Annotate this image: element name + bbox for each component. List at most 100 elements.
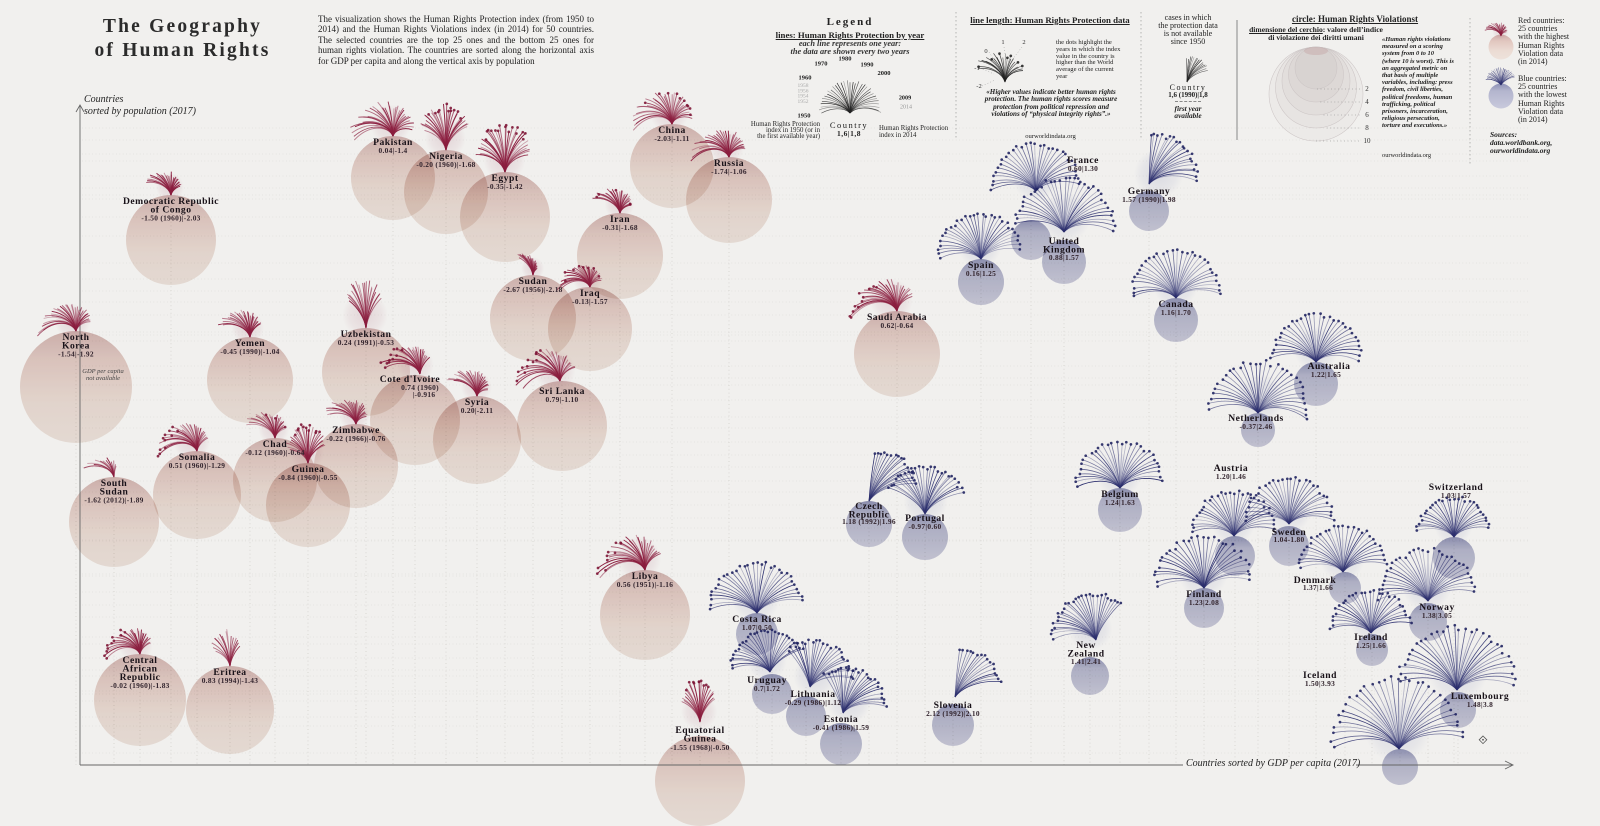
- svg-text:Netherlands: Netherlands: [1228, 413, 1284, 424]
- svg-text:African: African: [123, 664, 158, 675]
- svg-text:Estonia: Estonia: [824, 714, 858, 725]
- svg-text:1970: 1970: [815, 61, 828, 68]
- svg-text:of Congo: of Congo: [150, 205, 191, 216]
- svg-text:2000: 2000: [878, 70, 891, 77]
- svg-text:Sudan: Sudan: [519, 276, 548, 287]
- svg-text:-0.22 (1966)|-0.76: -0.22 (1966)|-0.76: [326, 434, 385, 443]
- svg-text:0.51 (1960)|-1.29: 0.51 (1960)|-1.29: [169, 461, 226, 470]
- svg-text:1.22|1.65: 1.22|1.65: [1311, 370, 1341, 379]
- svg-text:|-0.916: |-0.916: [413, 390, 436, 399]
- svg-text:-2.67 (1956)|-2.18: -2.67 (1956)|-2.18: [503, 285, 562, 294]
- svg-text:Denmark: Denmark: [1294, 575, 1337, 586]
- svg-text:-0.45 (1990)|-1.04: -0.45 (1990)|-1.04: [220, 347, 279, 356]
- svg-text:Korea: Korea: [62, 341, 90, 352]
- svg-text:France: France: [1067, 155, 1099, 166]
- svg-text:1.25|1.66: 1.25|1.66: [1356, 641, 1386, 650]
- svg-text:1950: 1950: [798, 113, 811, 120]
- svg-text:-2: -2: [976, 83, 981, 90]
- svg-text:6: 6: [1365, 111, 1369, 119]
- svg-text:1.38|3.05: 1.38|3.05: [1422, 611, 1452, 620]
- svg-text:Yemen: Yemen: [235, 338, 265, 349]
- svg-text:Iceland: Iceland: [1303, 670, 1337, 681]
- svg-text:1952: 1952: [798, 99, 809, 105]
- svg-text:Canada: Canada: [1159, 299, 1194, 310]
- svg-text:4: 4: [1365, 98, 1369, 106]
- svg-text:2009: 2009: [899, 95, 911, 102]
- svg-text:2014: 2014: [900, 105, 912, 111]
- svg-text:1980: 1980: [839, 56, 852, 63]
- svg-text:Germany: Germany: [1128, 186, 1170, 197]
- svg-text:2: 2: [1022, 39, 1025, 46]
- svg-text:1.23|2.08: 1.23|2.08: [1189, 598, 1219, 607]
- svg-text:Iraq: Iraq: [580, 288, 600, 299]
- svg-text:1.57 (1990)|1.98: 1.57 (1990)|1.98: [1122, 195, 1176, 204]
- svg-text:Sweden: Sweden: [1272, 527, 1307, 538]
- svg-text:Guinea: Guinea: [292, 464, 325, 475]
- svg-text:1.24|1.63: 1.24|1.63: [1105, 498, 1135, 507]
- svg-text:-1: -1: [974, 65, 979, 72]
- svg-text:Libya: Libya: [632, 571, 659, 582]
- svg-text:Russia: Russia: [714, 158, 744, 169]
- svg-text:Costa Rica: Costa Rica: [732, 614, 782, 625]
- svg-text:0.20|-2.11: 0.20|-2.11: [461, 406, 494, 415]
- svg-text:0.7|1.72: 0.7|1.72: [754, 684, 780, 693]
- svg-text:0: 0: [984, 48, 987, 55]
- svg-text:-0.29 (1986)|1.12: -0.29 (1986)|1.12: [785, 698, 842, 707]
- svg-text:Austria: Austria: [1214, 463, 1248, 474]
- svg-text:Cote d'Ivoire: Cote d'Ivoire: [380, 374, 441, 385]
- svg-text:Republic: Republic: [120, 672, 161, 683]
- svg-text:0.79|-1.10: 0.79|-1.10: [546, 395, 579, 404]
- svg-text:Lithuania: Lithuania: [790, 689, 835, 700]
- svg-text:Pakistan: Pakistan: [373, 137, 413, 148]
- svg-text:Sri Lanka: Sri Lanka: [539, 386, 585, 397]
- svg-text:0.56 (1951)|-1.16: 0.56 (1951)|-1.16: [617, 580, 674, 589]
- svg-text:0.83 (1994)|-1.43: 0.83 (1994)|-1.43: [202, 676, 259, 685]
- svg-text:Zimbabwe: Zimbabwe: [332, 425, 380, 436]
- svg-text:1954: 1954: [798, 94, 809, 100]
- svg-text:Nigeria: Nigeria: [429, 151, 463, 162]
- svg-text:-0.31|-1.68: -0.31|-1.68: [602, 223, 638, 232]
- svg-text:Kingdom: Kingdom: [1043, 245, 1085, 256]
- svg-text:1990: 1990: [861, 62, 874, 69]
- svg-text:-1.55 (1968)|-0.50: -1.55 (1968)|-0.50: [670, 743, 729, 752]
- svg-text:0.88|1.57: 0.88|1.57: [1049, 253, 1079, 262]
- svg-text:-1.50 (1960)|-2.03: -1.50 (1960)|-2.03: [141, 214, 200, 223]
- svg-text:Ireland: Ireland: [1354, 632, 1388, 643]
- svg-text:1.04-1.80: 1.04-1.80: [1273, 535, 1304, 544]
- svg-text:Iran: Iran: [610, 214, 630, 225]
- svg-text:1.41|2.41: 1.41|2.41: [1071, 657, 1101, 666]
- svg-text:Spain: Spain: [968, 260, 994, 271]
- svg-text:Switzerland: Switzerland: [1429, 482, 1484, 493]
- svg-text:Norway: Norway: [1419, 602, 1455, 613]
- svg-text:1958: 1958: [798, 83, 809, 89]
- svg-text:New: New: [1076, 640, 1096, 651]
- svg-text:8: 8: [1365, 124, 1369, 132]
- svg-text:-0.35|-1.42: -0.35|-1.42: [487, 182, 523, 191]
- svg-text:2: 2: [1365, 85, 1369, 93]
- svg-text:-1.54|-1.92: -1.54|-1.92: [58, 350, 94, 359]
- svg-text:1.07|0.50: 1.07|0.50: [742, 623, 772, 632]
- svg-text:0.04|-1.4: 0.04|-1.4: [379, 146, 408, 155]
- svg-text:Republic: Republic: [849, 510, 890, 521]
- svg-text:United: United: [1049, 236, 1080, 247]
- svg-text:Portugal: Portugal: [905, 513, 945, 524]
- svg-text:GDP per capita: GDP per capita: [82, 368, 123, 375]
- svg-text:South: South: [101, 478, 128, 489]
- svg-text:-1.62 (2012)|-1.89: -1.62 (2012)|-1.89: [84, 496, 143, 505]
- svg-text:Czech: Czech: [855, 501, 883, 512]
- svg-text:0.60|1.30: 0.60|1.30: [1068, 164, 1098, 173]
- svg-text:Uruguay: Uruguay: [747, 675, 787, 686]
- svg-text:Australia: Australia: [1308, 361, 1351, 372]
- svg-text:-0.20 (1960)|-1.68: -0.20 (1960)|-1.68: [416, 160, 475, 169]
- svg-text:Belgium: Belgium: [1101, 489, 1139, 500]
- svg-text:China: China: [658, 125, 686, 136]
- svg-text:2.12 (1992)|2.10: 2.12 (1992)|2.10: [926, 709, 980, 718]
- svg-text:-2.03|-1.11: -2.03|-1.11: [654, 134, 689, 143]
- svg-text:Guinea: Guinea: [684, 734, 717, 745]
- svg-text:-1.74|-1.06: -1.74|-1.06: [711, 167, 747, 176]
- svg-text:1.48|3.8: 1.48|3.8: [1467, 700, 1493, 709]
- svg-text:10: 10: [1364, 137, 1372, 145]
- svg-text:Somalia: Somalia: [179, 452, 216, 463]
- svg-text:Zealand: Zealand: [1067, 649, 1104, 660]
- svg-text:-0.02 (1960)|-1.83: -0.02 (1960)|-1.83: [110, 681, 169, 690]
